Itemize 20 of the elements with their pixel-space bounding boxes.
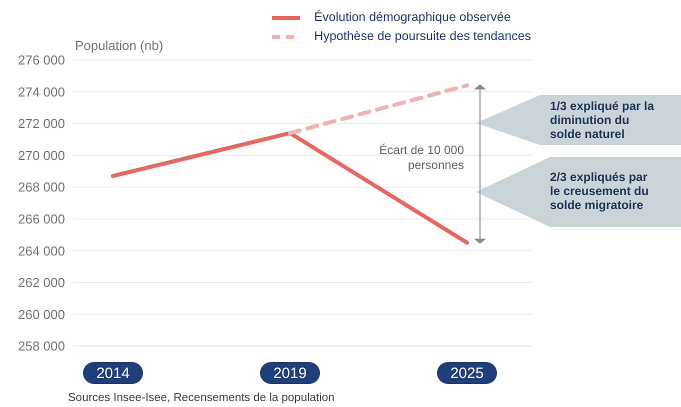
y-tick-label: 262 000 xyxy=(18,275,65,290)
text: 1/3 expliqué par la diminution du solde naturel xyxy=(550,99,656,141)
y-axis-title: Population (nb) xyxy=(75,38,164,53)
y-tick-label: 274 000 xyxy=(18,84,65,100)
legend-label: Hypothèse de poursuite des tendances xyxy=(314,28,531,45)
y-tick-label: 268 000 xyxy=(18,180,65,195)
y-tick-label: 258 000 xyxy=(18,338,65,354)
y-tick-label: 266 000 xyxy=(18,212,65,227)
source-note: Sources Insee-Isee, Recensements de la population xyxy=(68,392,335,404)
text: 2/3 expliqués par le creusement du solde migratoire xyxy=(550,170,650,212)
x-tick-label: 2019 xyxy=(273,365,307,382)
annotation: Écart de 10 000 personnes xyxy=(378,143,464,173)
y-tick-label: 260 000 xyxy=(18,306,65,322)
y-tick-label: 264 000 xyxy=(18,243,65,258)
x-tick-label: 2025 xyxy=(450,365,484,382)
legend-label: Évolution démographique observée xyxy=(314,9,511,26)
y-tick-label: 270 000 xyxy=(18,148,65,163)
x-tick-label: 2014 xyxy=(96,365,130,382)
y-tick-label: 276 000 xyxy=(18,52,65,68)
y-tick-label: 272 000 xyxy=(18,116,65,132)
